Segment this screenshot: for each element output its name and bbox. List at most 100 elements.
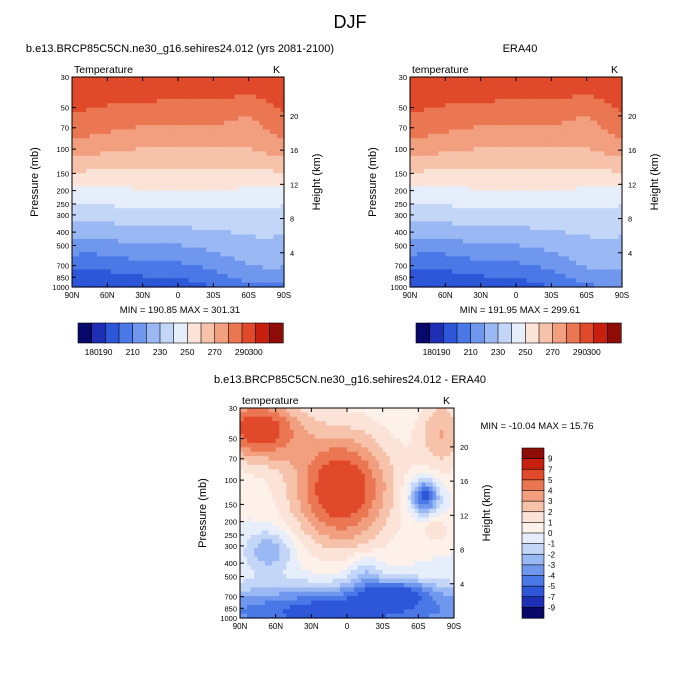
field-cell — [551, 107, 556, 113]
field-cell — [523, 217, 528, 222]
field-cell — [231, 164, 236, 170]
field-cell — [174, 252, 179, 257]
field-cell — [75, 160, 80, 166]
field-cell — [178, 282, 183, 288]
field-cell — [125, 199, 130, 205]
field-cell — [501, 182, 506, 187]
field-cell — [245, 190, 250, 196]
field-cell — [220, 247, 225, 253]
field-cell — [125, 129, 130, 135]
field-cell — [547, 142, 552, 148]
field-cell — [100, 85, 105, 91]
field-cell — [480, 177, 485, 183]
field-cell — [216, 120, 221, 126]
field-cell — [195, 221, 200, 227]
field-cell — [185, 252, 190, 257]
field-cell — [519, 164, 524, 170]
field-cell — [75, 120, 80, 126]
field-cell — [420, 81, 425, 87]
field-cell — [174, 273, 179, 279]
field-cell — [530, 173, 535, 179]
field-cell — [75, 225, 80, 231]
field-cell — [410, 81, 415, 87]
field-cell — [234, 243, 239, 249]
field-cell — [484, 120, 489, 126]
field-cell — [139, 120, 144, 126]
field-cell — [238, 195, 243, 201]
field-cell — [420, 221, 425, 227]
field-cell — [248, 265, 253, 271]
field-cell — [526, 125, 531, 131]
field-cell — [255, 138, 260, 144]
field-cell — [125, 107, 130, 113]
field-cell — [114, 190, 119, 196]
field-cell — [600, 81, 605, 87]
field-cell — [530, 77, 535, 82]
field-cell — [117, 199, 123, 205]
field-cell — [241, 90, 246, 96]
field-cell — [434, 116, 439, 122]
field-cell — [448, 120, 453, 126]
field-cell — [206, 133, 211, 139]
field-cell — [93, 217, 98, 222]
field-cell — [188, 208, 193, 214]
field-cell — [82, 116, 87, 122]
field-cell — [618, 208, 623, 214]
field-cell — [480, 208, 485, 214]
field-cell — [618, 125, 623, 131]
field-cell — [273, 90, 278, 96]
field-cell — [452, 142, 457, 148]
field-cell — [188, 203, 193, 209]
field-cell — [463, 112, 468, 117]
field-cell — [223, 168, 229, 174]
field-cell — [153, 120, 158, 126]
field-cell — [206, 182, 211, 187]
field-cell — [262, 177, 267, 183]
field-cell — [484, 129, 489, 135]
field-cell — [583, 90, 588, 96]
field-cell — [547, 212, 552, 218]
field-cell — [146, 278, 151, 284]
field-cell — [86, 164, 91, 170]
field-cell — [480, 182, 485, 187]
field-cell — [255, 164, 260, 170]
field-cell — [487, 103, 492, 109]
field-cell — [470, 168, 475, 174]
field-cell — [431, 94, 436, 100]
field-cell — [487, 208, 492, 214]
field-cell — [445, 77, 450, 82]
field-cell — [178, 142, 183, 148]
field-cell — [156, 278, 161, 284]
field-cell — [174, 221, 179, 227]
field-cell — [195, 177, 200, 183]
field-cell — [604, 155, 609, 161]
field-cell — [82, 203, 87, 209]
field-cell — [491, 164, 496, 170]
field-cell — [583, 186, 588, 192]
field-cell — [579, 85, 584, 91]
field-cell — [569, 107, 574, 113]
field-cell — [110, 273, 115, 279]
field-cell — [149, 168, 154, 174]
field-cell — [420, 212, 425, 218]
field-cell — [216, 94, 221, 100]
field-cell — [487, 116, 492, 122]
field-cell — [424, 94, 429, 100]
field-cell — [424, 77, 429, 82]
field-cell — [192, 85, 197, 91]
field-cell — [262, 125, 267, 131]
field-cell — [220, 212, 225, 218]
field-cell — [216, 252, 221, 257]
field-cell — [135, 81, 140, 87]
field-cell — [167, 195, 172, 201]
field-cell — [248, 243, 253, 249]
field-cell — [501, 199, 506, 205]
field-cell — [139, 85, 144, 91]
field-cell — [227, 173, 232, 179]
field-cell — [231, 260, 236, 266]
field-cell — [128, 147, 133, 152]
field-cell — [167, 221, 172, 227]
field-cell — [561, 77, 567, 82]
field-cell — [565, 85, 570, 91]
field-cell — [110, 217, 115, 222]
